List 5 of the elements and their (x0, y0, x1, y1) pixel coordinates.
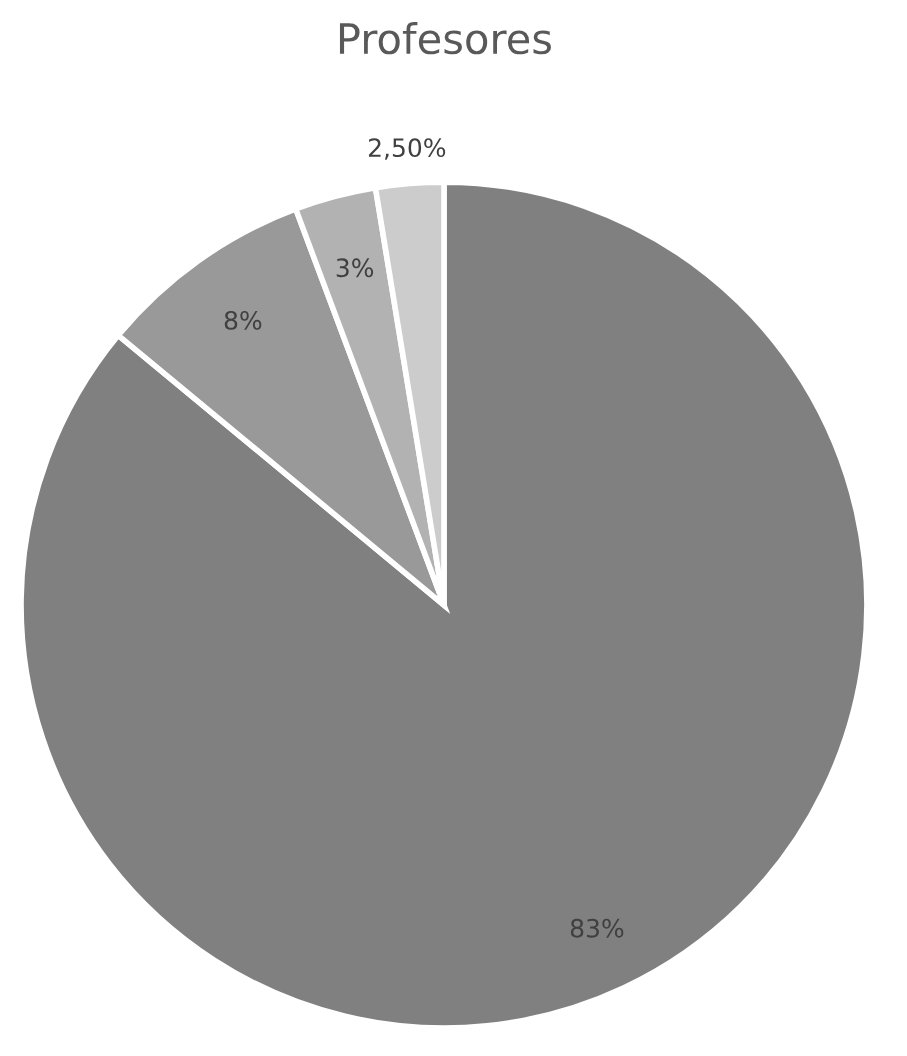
data-label: 83% (570, 918, 624, 938)
chart-title: Profesores (339, 22, 551, 55)
data-label: 2,50% (368, 138, 446, 160)
data-label: 8% (224, 310, 262, 330)
data-label: 3% (336, 258, 374, 278)
